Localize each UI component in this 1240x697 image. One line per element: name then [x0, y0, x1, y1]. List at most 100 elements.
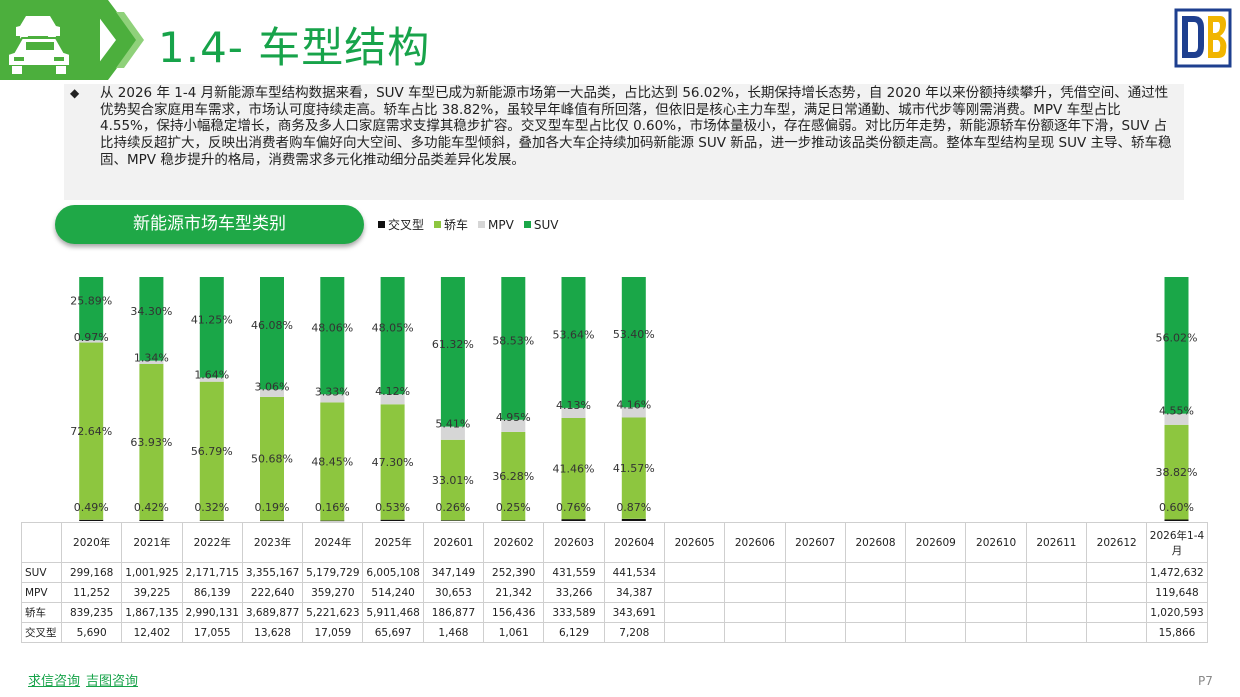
table-cell: 1,020,593 — [1146, 602, 1208, 623]
table-header-cell: 202610 — [965, 522, 1027, 563]
table-corner — [21, 522, 62, 563]
table-cell — [1025, 562, 1088, 583]
table-cell: 5,911,468 — [362, 602, 424, 623]
bar-crossover-3 — [260, 520, 284, 522]
legend-label-sedan: 轿车 — [444, 218, 469, 232]
data-label-mpv-18: 4.55% — [1159, 405, 1194, 418]
table-cell — [724, 582, 786, 603]
bar-suv-0 — [79, 277, 104, 341]
table-cell: 5,179,729 — [302, 562, 364, 583]
data-label-sedan-3: 50.68% — [251, 453, 293, 466]
data-label-sedan-7: 36.28% — [492, 470, 534, 483]
table-cell: 65,697 — [362, 622, 424, 643]
table-cell — [663, 562, 726, 583]
data-label-sedan-8: 41.46% — [553, 463, 595, 476]
data-label-crossover-0: 0.49% — [74, 501, 109, 514]
data-label-suv-18: 56.02% — [1156, 331, 1198, 344]
summary-text: 从 2026 年 1-4 月新能源车型结构数据来看，SUV 车型已成为新能源市场… — [100, 85, 1172, 168]
header-chevron-icon — [86, 0, 144, 80]
table-cell — [784, 622, 846, 643]
legend-item-crossover: 交叉型 — [378, 216, 424, 233]
table-row-label: 轿车 — [21, 602, 62, 623]
data-label-mpv-2: 1.64% — [194, 369, 229, 382]
data-label-mpv-8: 4.13% — [556, 399, 591, 412]
table-cell — [905, 602, 967, 623]
table-row: MPV 11,252 39,225 86,139 222,640 359,270 514,2… — [21, 582, 1208, 603]
data-label-crossover-3: 0.19% — [255, 501, 290, 514]
table-cell: 13,628 — [241, 622, 304, 643]
data-label-crossover-5: 0.53% — [375, 501, 410, 514]
table-cell: 1,472,632 — [1146, 562, 1208, 583]
table-cell: 222,640 — [241, 582, 304, 603]
table-cell — [724, 602, 786, 623]
data-label-mpv-4: 3.33% — [315, 385, 350, 398]
table-header-cell: 202603 — [543, 522, 605, 563]
table-cell: 186,877 — [422, 602, 485, 623]
table-header-cell: 202604 — [603, 522, 665, 563]
table-cell — [1025, 602, 1088, 623]
data-label-mpv-9: 4.16% — [616, 398, 651, 411]
table-cell — [844, 602, 907, 623]
bar-sedan-4 — [320, 402, 345, 521]
table-cell: 21,342 — [483, 582, 545, 603]
bar-suv-7 — [501, 277, 526, 420]
legend-swatch-crossover — [378, 221, 385, 228]
data-label-sedan-5: 47.30% — [372, 456, 414, 469]
table-header-cell: 202608 — [844, 522, 907, 563]
footer-link-jitu[interactable]: 吉图咨询 — [86, 674, 139, 689]
legend-label-crossover: 交叉型 — [388, 218, 425, 232]
data-label-mpv-1: 1.34% — [134, 352, 169, 365]
chart-legend: 交叉型 轿车 MPV SUV — [378, 216, 558, 233]
data-label-crossover-6: 0.26% — [435, 501, 470, 514]
legend-label-mpv: MPV — [488, 217, 514, 232]
table-cell — [844, 622, 907, 643]
bar-crossover-8 — [561, 519, 586, 521]
bar-mpv-2 — [199, 377, 224, 382]
bar-suv-9 — [621, 277, 646, 408]
bar-sedan-6 — [440, 439, 465, 521]
summary-box: ◆ 从 2026 年 1-4 月新能源车型结构数据来看，SUV 车型已成为新能源… — [64, 84, 1184, 200]
bar-mpv-5 — [380, 394, 405, 405]
data-label-sedan-4: 48.45% — [311, 456, 353, 469]
table-cell: 34,387 — [603, 582, 665, 603]
table-cell — [724, 622, 786, 643]
footer-link-qiuxin[interactable]: 求信咨询 — [28, 674, 81, 689]
bar-mpv-1 — [139, 360, 164, 364]
table-row-label: SUV — [21, 562, 62, 583]
table-header-cell: 2023年 — [241, 522, 304, 563]
table-cell: 252,390 — [483, 562, 545, 583]
bar-sedan-0 — [79, 342, 104, 520]
data-label-mpv-0: 0.97% — [74, 331, 109, 344]
table-cell — [905, 622, 967, 643]
bar-mpv-4 — [320, 394, 345, 403]
table-cell — [965, 582, 1027, 603]
table-cell — [784, 562, 846, 583]
bar-crossover-6 — [440, 520, 465, 521]
bar-sedan-1 — [139, 364, 164, 520]
table-cell — [784, 582, 846, 603]
data-label-suv-6: 61.32% — [432, 338, 474, 351]
data-label-suv-4: 48.06% — [311, 322, 353, 335]
legend-item-sedan: 轿车 — [434, 216, 468, 233]
bar-crossover-1 — [139, 520, 164, 521]
data-label-suv-9: 53.40% — [613, 328, 655, 341]
table-cell — [663, 582, 726, 603]
legend-swatch-suv — [523, 221, 531, 228]
table-header-cell: 2024年 — [302, 522, 364, 563]
table-cell — [965, 562, 1027, 583]
table-cell: 12,402 — [121, 622, 183, 643]
bar-mpv-8 — [561, 407, 586, 418]
table-cell: 5,221,623 — [302, 602, 364, 623]
table-header-cell: 202611 — [1025, 522, 1088, 563]
table-cell: 514,240 — [362, 582, 424, 603]
data-label-mpv-5: 4.12% — [375, 385, 410, 398]
bar-sedan-8 — [561, 418, 586, 520]
bar-suv-6 — [440, 277, 465, 427]
table-header-row: 2020年 2021年 2022年 2023年 2024年 2025年 202601 2026… — [21, 522, 1208, 563]
table-cell: 39,225 — [121, 582, 183, 603]
table-header-cell: 202601 — [422, 522, 485, 563]
table-cell: 86,139 — [181, 582, 243, 603]
table-header-cell: 202612 — [1086, 522, 1148, 563]
data-label-crossover-7: 0.25% — [496, 501, 531, 514]
table-cell: 33,266 — [543, 582, 605, 603]
